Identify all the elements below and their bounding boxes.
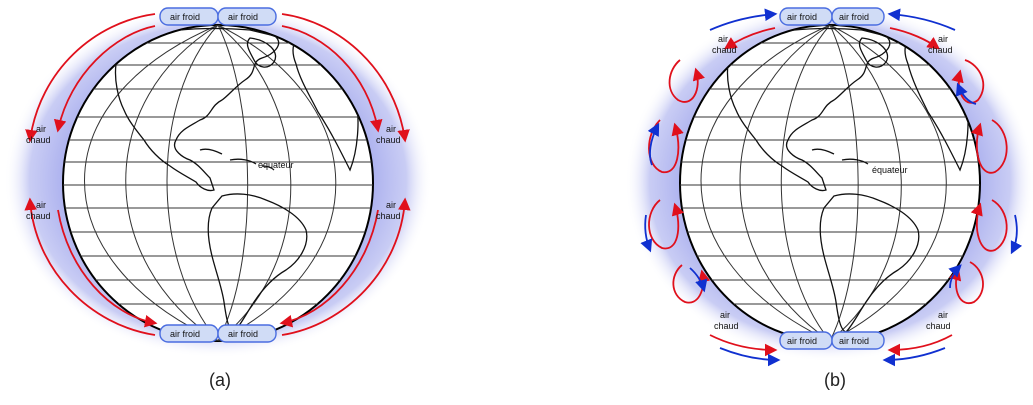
svg-text:air: air (386, 200, 396, 210)
circulation-cells-left (640, 59, 711, 304)
svg-text:air: air (36, 200, 46, 210)
svg-text:air: air (718, 34, 728, 44)
svg-text:air: air (938, 310, 948, 320)
cold-air-pad-top: air froid air froid (779, 7, 885, 26)
blue-circulation-arrow (719, 347, 781, 367)
blue-circulation-arrow (709, 8, 778, 31)
cold-air-label: air froid (228, 12, 258, 22)
svg-text:chaud: chaud (376, 211, 401, 221)
graticule-grid (63, 25, 373, 341)
red-circulation-arrow (281, 197, 411, 336)
svg-text:chaud: chaud (26, 211, 51, 221)
blue-circulation-arrow (948, 264, 962, 289)
red-circulation-arrow (887, 334, 953, 357)
red-circulation-arrow (709, 334, 778, 357)
svg-text:chaud: chaud (26, 135, 51, 145)
red-circulation-arrow (949, 261, 984, 305)
diagram-a: équateur air froid air froid air froid a… (4, 2, 432, 358)
globe: équateur (679, 24, 981, 342)
warm-air-labels: air chaud air chaud air chaud air chaud (26, 124, 401, 221)
cold-air-label: air froid (839, 12, 869, 22)
warm-air-labels: air chaud air chaud air chaud air chaud (712, 34, 953, 331)
circulation-cells (24, 13, 411, 336)
red-circulation-arrow (668, 59, 705, 103)
red-circulation-arrow (723, 27, 776, 50)
red-circulation-arrow (281, 25, 383, 133)
red-circulation-arrow (648, 199, 684, 250)
red-circulation-arrow (889, 27, 941, 50)
svg-text:chaud: chaud (926, 321, 951, 331)
svg-text:chaud: chaud (376, 135, 401, 145)
cold-air-label: air froid (787, 12, 817, 22)
blue-circulation-arrow (1010, 214, 1023, 255)
blue-circulation-arrow (887, 8, 956, 31)
svg-text:chaud: chaud (714, 321, 739, 331)
cold-air-label: air froid (839, 336, 869, 346)
blue-circulation-arrow (640, 214, 653, 253)
blue-circulation-arrow (882, 347, 946, 367)
blue-circulation-arrow (647, 122, 660, 166)
equator-label: équateur (872, 165, 908, 175)
svg-text:chaud: chaud (712, 45, 737, 55)
red-circulation-arrow (57, 209, 158, 328)
cold-air-pad-top: air froid air froid (159, 7, 277, 26)
cold-air-label: air froid (170, 329, 200, 339)
panel-b-multi-cell-circulation: équateur air froid air froid air froid a… (620, 0, 1033, 400)
blue-circulation-arrow (689, 267, 708, 293)
svg-text:chaud: chaud (928, 45, 953, 55)
cold-air-label: air froid (787, 336, 817, 346)
cold-air-pad-bottom: air froid air froid (159, 324, 277, 343)
globe: équateur (62, 24, 374, 342)
panel-a-single-cell-circulation: équateur air froid air froid air froid a… (0, 0, 440, 400)
red-circulation-arrow (25, 13, 156, 143)
red-circulation-arrow (53, 25, 156, 133)
svg-text:air: air (36, 124, 46, 134)
outer-flows (709, 8, 956, 367)
caption-a: (a) (209, 370, 231, 390)
red-circulation-arrow (970, 199, 1008, 252)
svg-text:air: air (386, 124, 396, 134)
circulation-cells-right (948, 59, 1023, 305)
equator-label: équateur (258, 160, 294, 170)
diagram-b: équateur air froid air froid air froid a… (625, 2, 1033, 367)
svg-text:air: air (938, 34, 948, 44)
red-circulation-arrow (281, 13, 410, 143)
red-circulation-arrow (279, 209, 379, 328)
cold-air-pad-bottom: air froid air froid (779, 331, 885, 350)
cold-air-label: air froid (170, 12, 200, 22)
svg-text:air: air (720, 310, 730, 320)
red-circulation-arrow (24, 197, 156, 336)
graticule-grid (680, 25, 980, 341)
caption-b: (b) (824, 370, 846, 390)
blue-circulation-arrow (955, 82, 977, 105)
red-circulation-arrow (970, 119, 1008, 174)
cold-air-label: air froid (228, 329, 258, 339)
